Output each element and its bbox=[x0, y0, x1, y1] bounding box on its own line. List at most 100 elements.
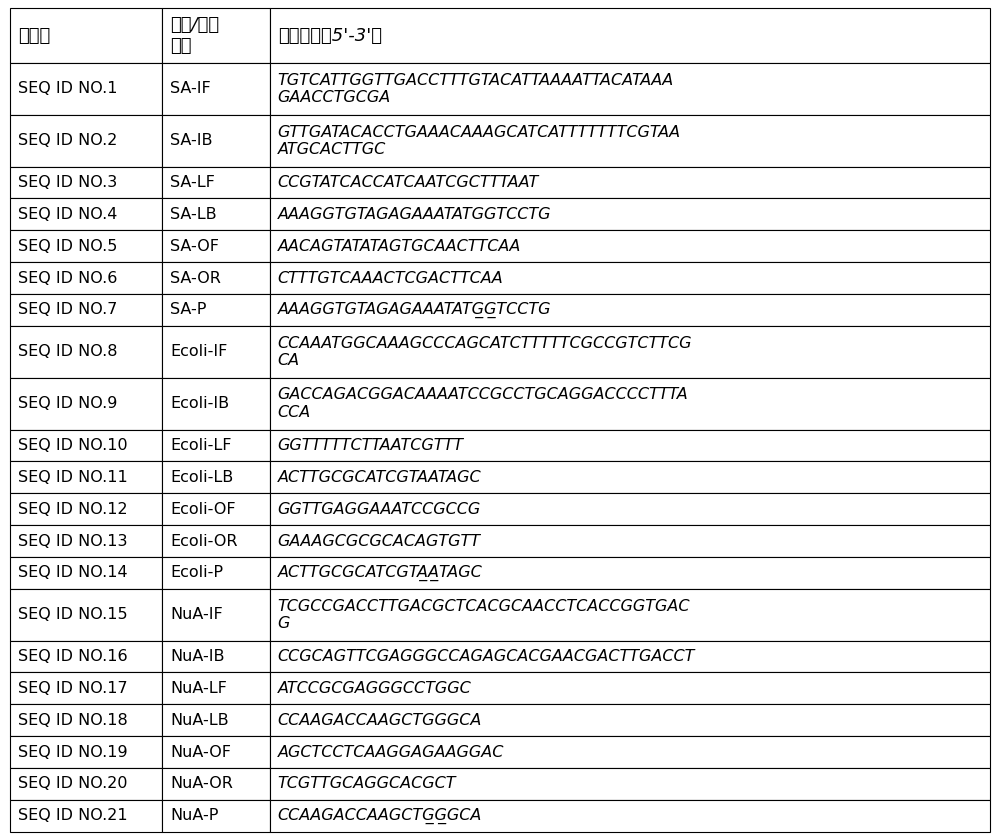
Bar bbox=[270, 525, 990, 557]
Bar bbox=[270, 198, 990, 230]
Text: SEQ ID NO.14: SEQ ID NO.14 bbox=[18, 565, 128, 580]
Bar bbox=[10, 673, 162, 704]
Bar bbox=[10, 736, 162, 768]
Bar bbox=[162, 198, 270, 230]
Text: Ecoli-LB: Ecoli-LB bbox=[170, 470, 233, 485]
Bar bbox=[10, 493, 162, 525]
Text: CTTTGTCAAACTCGACTTCAA: CTTTGTCAAACTCGACTTCAA bbox=[278, 270, 503, 286]
Text: CCGCAGTTCGAGGGCCAGAGCACGAACGACTTGACCT: CCGCAGTTCGAGGGCCAGAGCACGAACGACTTGACCT bbox=[278, 649, 695, 664]
Bar bbox=[270, 493, 990, 525]
Bar bbox=[162, 230, 270, 262]
Bar bbox=[10, 589, 162, 641]
Text: SEQ ID NO.17: SEQ ID NO.17 bbox=[18, 681, 128, 696]
Bar bbox=[270, 115, 990, 166]
Text: Ecoli-OF: Ecoli-OF bbox=[170, 501, 236, 517]
Bar bbox=[10, 800, 162, 832]
Bar bbox=[162, 115, 270, 166]
Text: SEQ ID NO.1: SEQ ID NO.1 bbox=[18, 81, 118, 97]
Text: NuA-OF: NuA-OF bbox=[170, 744, 231, 759]
Text: SEQ ID NO.20: SEQ ID NO.20 bbox=[18, 776, 128, 791]
Text: 引物/探针
名称: 引物/探针 名称 bbox=[170, 16, 219, 55]
Bar bbox=[162, 63, 270, 115]
Text: 序列号: 序列号 bbox=[18, 27, 50, 45]
Bar bbox=[270, 294, 990, 326]
Bar bbox=[10, 166, 162, 198]
Bar bbox=[162, 429, 270, 461]
Text: SEQ ID NO.5: SEQ ID NO.5 bbox=[18, 239, 117, 254]
Text: CCGTATCACCATCAATCGCTTTAAT: CCGTATCACCATCAATCGCTTTAAT bbox=[278, 175, 539, 190]
Text: GGTTTTTCTTAATCGTTT: GGTTTTTCTTAATCGTTT bbox=[278, 438, 464, 453]
Text: Ecoli-P: Ecoli-P bbox=[170, 565, 223, 580]
Text: ATCCGCGAGGGCCTGGC: ATCCGCGAGGGCCTGGC bbox=[278, 681, 471, 696]
Bar bbox=[10, 262, 162, 294]
Bar bbox=[162, 166, 270, 198]
Text: SEQ ID NO.11: SEQ ID NO.11 bbox=[18, 470, 128, 485]
Bar bbox=[270, 8, 990, 63]
Text: AACAGTATATAGTGCAACTTCAA: AACAGTATATAGTGCAACTTCAA bbox=[278, 239, 521, 254]
Text: 序列信息（5'-3'）: 序列信息（5'-3'） bbox=[278, 27, 382, 45]
Text: SEQ ID NO.13: SEQ ID NO.13 bbox=[18, 533, 128, 549]
Text: Ecoli-OR: Ecoli-OR bbox=[170, 533, 237, 549]
Bar bbox=[162, 673, 270, 704]
Bar bbox=[162, 262, 270, 294]
Text: SEQ ID NO.18: SEQ ID NO.18 bbox=[18, 712, 128, 727]
Bar bbox=[10, 63, 162, 115]
Bar bbox=[270, 641, 990, 673]
Text: TCGCCGACCTTGACGCTCACGCAACCTCACCGGTGAC
G: TCGCCGACCTTGACGCTCACGCAACCTCACCGGTGAC G bbox=[278, 599, 690, 631]
Bar bbox=[270, 461, 990, 493]
Text: NuA-LB: NuA-LB bbox=[170, 712, 229, 727]
Text: TCGTTGCAGGCACGCT: TCGTTGCAGGCACGCT bbox=[278, 776, 456, 791]
Bar bbox=[270, 326, 990, 378]
Bar bbox=[10, 326, 162, 378]
Text: GTTGATACACCTGAAACAAAGCATCATTTTTTTCGTAA
ATGCACTTGC: GTTGATACACCTGAAACAAAGCATCATTTTTTTCGTAA A… bbox=[278, 124, 681, 157]
Text: NuA-IF: NuA-IF bbox=[170, 607, 223, 622]
Text: AAAGGTGTAGAGAAATATG̲G̲TCCTG: AAAGGTGTAGAGAAATATG̲G̲TCCTG bbox=[278, 302, 551, 318]
Text: SEQ ID NO.21: SEQ ID NO.21 bbox=[18, 808, 128, 823]
Bar bbox=[10, 294, 162, 326]
Text: SEQ ID NO.15: SEQ ID NO.15 bbox=[18, 607, 128, 622]
Bar bbox=[270, 800, 990, 832]
Text: SEQ ID NO.8: SEQ ID NO.8 bbox=[18, 344, 118, 360]
Text: SA-IB: SA-IB bbox=[170, 134, 212, 148]
Text: Ecoli-IF: Ecoli-IF bbox=[170, 344, 227, 360]
Text: CCAAGACCAAGCTGGGCA: CCAAGACCAAGCTGGGCA bbox=[278, 712, 482, 727]
Text: SA-IF: SA-IF bbox=[170, 81, 211, 97]
Bar bbox=[270, 429, 990, 461]
Bar bbox=[10, 525, 162, 557]
Text: CCAAGACCAAGCTG̲G̲GCA: CCAAGACCAAGCTG̲G̲GCA bbox=[278, 807, 482, 824]
Bar bbox=[162, 589, 270, 641]
Text: SA-OR: SA-OR bbox=[170, 270, 221, 286]
Text: SA-P: SA-P bbox=[170, 302, 206, 318]
Bar bbox=[162, 8, 270, 63]
Text: NuA-OR: NuA-OR bbox=[170, 776, 233, 791]
Bar bbox=[270, 736, 990, 768]
Bar bbox=[10, 429, 162, 461]
Bar bbox=[162, 704, 270, 736]
Text: SA-LF: SA-LF bbox=[170, 175, 215, 190]
Text: AGCTCCTCAAGGAGAAGGAC: AGCTCCTCAAGGAGAAGGAC bbox=[278, 744, 504, 759]
Bar bbox=[10, 704, 162, 736]
Bar bbox=[10, 461, 162, 493]
Text: CCAAATGGCAAAGCCCAGCATCTTTTTCGCCGTCTTCG
CA: CCAAATGGCAAAGCCCAGCATCTTTTTCGCCGTCTTCG C… bbox=[278, 335, 692, 368]
Bar bbox=[162, 525, 270, 557]
Text: ACTTGCGCATCGTAATAGC: ACTTGCGCATCGTAATAGC bbox=[278, 470, 481, 485]
Bar bbox=[270, 230, 990, 262]
Bar bbox=[162, 768, 270, 800]
Text: AAAGGTGTAGAGAAATATGGTCCTG: AAAGGTGTAGAGAAATATGGTCCTG bbox=[278, 207, 551, 222]
Text: SEQ ID NO.19: SEQ ID NO.19 bbox=[18, 744, 128, 759]
Text: GACCAGACGGACAAAATCCGCCTGCAGGACCCCTTTA
CCA: GACCAGACGGACAAAATCCGCCTGCAGGACCCCTTTA CC… bbox=[278, 387, 688, 420]
Bar bbox=[270, 166, 990, 198]
Text: GGTTGAGGAAATCCGCCG: GGTTGAGGAAATCCGCCG bbox=[278, 501, 481, 517]
Text: SA-LB: SA-LB bbox=[170, 207, 217, 222]
Bar bbox=[270, 768, 990, 800]
Bar bbox=[10, 378, 162, 429]
Bar bbox=[270, 378, 990, 429]
Bar bbox=[270, 557, 990, 589]
Text: SEQ ID NO.3: SEQ ID NO.3 bbox=[18, 175, 117, 190]
Bar bbox=[162, 493, 270, 525]
Text: SEQ ID NO.4: SEQ ID NO.4 bbox=[18, 207, 117, 222]
Bar bbox=[10, 641, 162, 673]
Text: SEQ ID NO.16: SEQ ID NO.16 bbox=[18, 649, 128, 664]
Bar bbox=[162, 800, 270, 832]
Bar bbox=[270, 673, 990, 704]
